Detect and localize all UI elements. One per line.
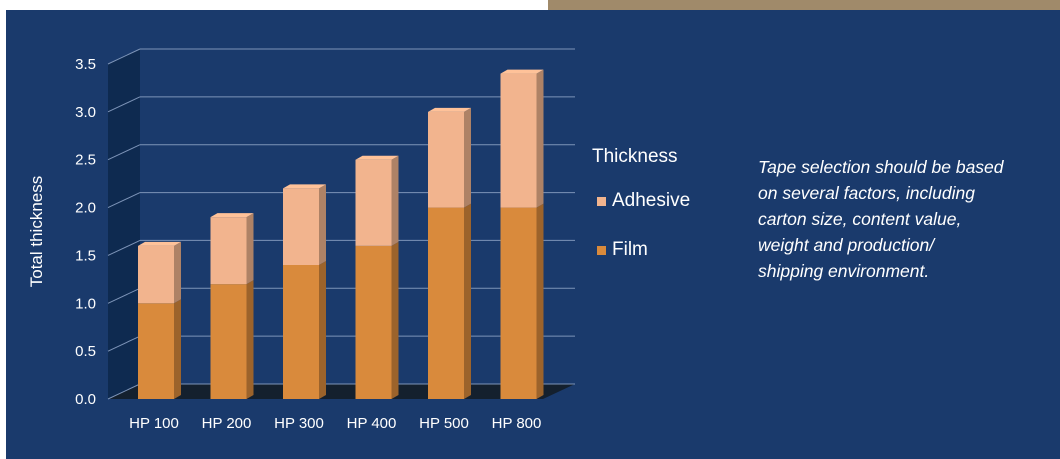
gridline-side (107, 335, 141, 352)
bar-adhesive-side (319, 184, 326, 265)
legend-item-adhesive: Adhesive (597, 190, 690, 212)
bar-film-side (246, 280, 254, 399)
bar-film (428, 207, 464, 399)
bar-adhesive-top (210, 213, 254, 218)
x-tick-label: HP 100 (129, 415, 179, 432)
bar-adhesive-side (464, 107, 471, 208)
bar-film (500, 207, 537, 399)
gridline-side (107, 287, 141, 304)
bar-film-side (174, 299, 181, 399)
y-tick-label: 2.0 (75, 200, 96, 217)
gridline-side (107, 96, 141, 113)
x-tick-label: HP 400 (347, 415, 397, 432)
bar-film (283, 265, 319, 399)
note-line: on several factors, including (758, 183, 975, 203)
legend-item-film: Film (597, 239, 648, 261)
note-line: Tape selection should be based (758, 157, 1004, 177)
y-tick-label: 2.5 (75, 152, 96, 169)
note-line: weight and production/ (758, 235, 935, 255)
bar-adhesive-side (391, 155, 399, 246)
note-line: carton size, content value, (758, 209, 962, 229)
bar-film-side (464, 203, 471, 399)
bar-adhesive-top (138, 241, 181, 246)
bar-film (138, 303, 174, 399)
bar-adhesive-side (536, 69, 544, 208)
chart-side-wall (108, 49, 140, 399)
y-tick-label: 1.5 (75, 247, 96, 264)
bar-adhesive-top (428, 107, 471, 112)
bar-adhesive-side (174, 241, 181, 304)
y-tick-label: 0.5 (75, 343, 96, 360)
background-photo-strip (548, 0, 1060, 10)
y-tick-label: 0.0 (75, 391, 96, 408)
bar-adhesive (138, 245, 174, 304)
legend-swatch-adhesive (597, 196, 606, 206)
x-tick-label: HP 500 (419, 415, 469, 432)
bar-film (210, 284, 247, 399)
bar-adhesive (210, 217, 247, 285)
bar-adhesive (428, 111, 464, 208)
tape-selection-note: Tape selection should be based on severa… (758, 154, 1058, 284)
legend-swatch-film (597, 245, 606, 255)
y-tick-label: 3.0 (75, 104, 96, 121)
bar-adhesive (500, 73, 537, 208)
legend-title: Thickness (592, 146, 678, 167)
y-tick-label: 3.5 (75, 56, 96, 73)
bar-adhesive-top (283, 184, 326, 189)
bar-adhesive-top (355, 155, 399, 160)
gridline-side (107, 239, 141, 256)
bar-film-side (391, 241, 399, 399)
x-tick-label: HP 800 (492, 415, 542, 432)
bar-adhesive (283, 188, 319, 265)
y-tick-label: 1.0 (75, 295, 96, 312)
bar-adhesive-top (500, 69, 544, 74)
x-tick-label: HP 200 (202, 415, 252, 432)
bar-film-side (319, 261, 326, 399)
x-tick-label: HP 300 (274, 415, 324, 432)
bar-adhesive-side (246, 213, 254, 285)
y-axis-title: Total thickness (27, 176, 46, 288)
bar-film-side (536, 203, 544, 399)
gridline-side (107, 48, 141, 65)
bar-adhesive (355, 159, 392, 246)
gridline-side (107, 383, 141, 400)
legend-label-film: Film (612, 239, 648, 260)
note-line: shipping environment. (758, 261, 930, 281)
gridline-side (107, 192, 141, 209)
legend-label-adhesive: Adhesive (612, 190, 691, 211)
gridline-side (107, 144, 141, 161)
bar-film (355, 245, 392, 399)
